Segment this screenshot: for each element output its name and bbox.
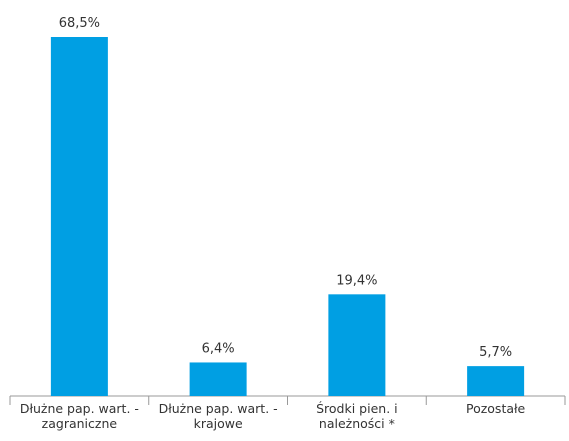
x-tick-label: Dłużne pap. wart. - zagraniczne [19, 401, 139, 431]
value-label: 68,5% [59, 16, 100, 31]
bar [189, 362, 247, 396]
bar [467, 366, 525, 396]
value-label: 19,4% [336, 273, 377, 288]
value-label: 5,7% [479, 345, 512, 360]
x-tick-label: Środki pien. i należności * [316, 401, 398, 431]
x-tick-label: Pozostałe [465, 401, 526, 416]
bar [328, 294, 386, 396]
value-label: 6,4% [202, 341, 235, 356]
x-tick-label: Dłużne pap. wart. - krajowe [158, 401, 278, 431]
bar [50, 37, 108, 396]
